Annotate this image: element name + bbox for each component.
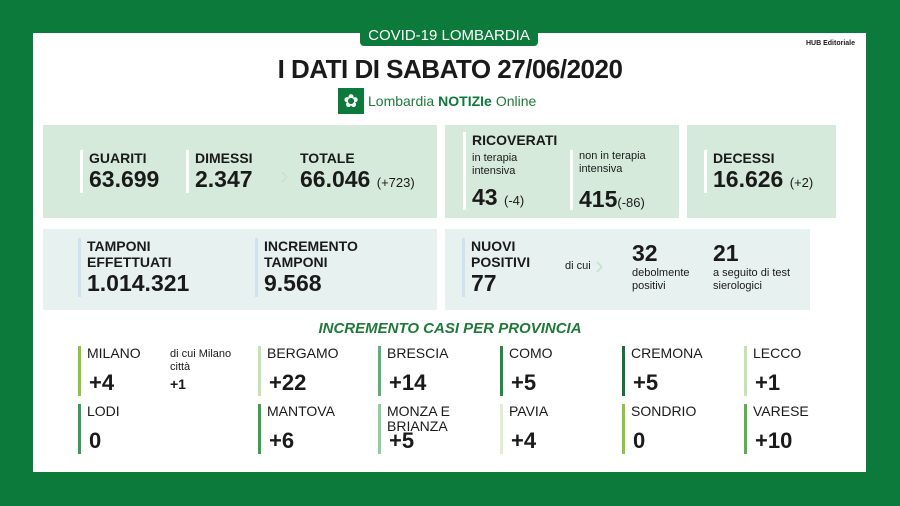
di-cui-label: di cui (565, 260, 591, 272)
province-name: PAVIA (509, 403, 549, 419)
milano-city-value: +1 (170, 376, 186, 392)
province-value: +6 (269, 428, 295, 453)
province-cremona: CREMONA +5 (622, 346, 726, 396)
logo-text-a: Lombardia (368, 93, 435, 109)
province-value: +10 (755, 428, 793, 453)
label: TAMPONI EFFETTUATI (87, 238, 172, 270)
label: RICOVERATI (472, 132, 558, 148)
label: DIMESSI (195, 150, 253, 166)
province-bergamo: BERGAMO +22 (258, 346, 362, 396)
province-name: BRESCIA (387, 345, 449, 361)
chevron-right-icon: › (280, 160, 289, 190)
label: DECESSI (713, 150, 775, 166)
tests-panel (43, 229, 437, 310)
province-value: +5 (511, 370, 537, 395)
value: 9.568 (264, 270, 322, 296)
value: 66.046 (300, 166, 371, 192)
logo-text-b: NOTIZIe (438, 93, 492, 109)
logo-text-c: Online (495, 93, 537, 109)
province-pavia: PAVIA +4 (500, 404, 604, 454)
province-lecco: LECCO +1 (744, 346, 848, 396)
value: 63.699 (89, 166, 160, 192)
delta: (+2) (789, 175, 814, 190)
province-value: 0 (89, 428, 102, 453)
value: 1.014.321 (87, 270, 190, 296)
province-name: LECCO (753, 345, 802, 361)
province-value: 0 (633, 428, 646, 453)
province-mantova: MANTOVA +6 (258, 404, 362, 454)
province-value: +4 (89, 370, 115, 395)
guariti-stat: GUARITI 63.699 (80, 150, 159, 193)
positives-panel (445, 229, 810, 310)
province-name: SONDRIO (631, 403, 697, 419)
chevron-right-icon: › (595, 250, 604, 280)
value: 21 (713, 240, 739, 266)
province-name: MILANO (87, 345, 141, 361)
province-title: INCREMENTO CASI PER PROVINCIA (318, 320, 582, 337)
nuovi-positivi-stat: NUOVI POSITIVI 77 (462, 238, 541, 297)
milano-city-label: di cui Milano città (170, 348, 232, 373)
province-lodi: LODI 0 (78, 404, 182, 454)
province-name: VARESE (753, 403, 809, 419)
debolmente-stat: 32 debolmente positivi (632, 240, 702, 293)
province-value: +22 (269, 370, 307, 395)
recovered-panel (43, 125, 437, 218)
label: NUOVI POSITIVI (471, 238, 531, 270)
label: GUARITI (89, 150, 147, 166)
value: 16.626 (713, 166, 784, 192)
delta: (+723) (376, 175, 415, 190)
value: 77 (471, 270, 497, 296)
logo: ✿ Lombardia NOTIZIe Online (338, 88, 536, 114)
label: INCREMENTO TAMPONI (264, 238, 358, 270)
province-name: MONZA E BRIANZA (387, 403, 451, 434)
province-name: COMO (509, 345, 553, 361)
province-name: BERGAMO (267, 345, 339, 361)
province-value: +1 (755, 370, 781, 395)
dimessi-stat: DIMESSI 2.347 (186, 150, 253, 193)
hospitalized-panel (445, 125, 679, 218)
incremento-stat: INCREMENTO TAMPONI 9.568 (255, 238, 384, 297)
totale-stat: TOTALE 66.046 (+723) (300, 150, 415, 193)
page-title: I DATI DI SABATO 27/06/2020 (277, 54, 623, 84)
label: TOTALE (300, 150, 355, 166)
ti-value: 43 (472, 184, 498, 210)
province-value: +4 (511, 428, 537, 453)
province-name: CREMONA (631, 345, 703, 361)
nti-label: non in terapia intensiva (579, 150, 646, 175)
province-value: +5 (633, 370, 659, 395)
value: 32 (632, 240, 658, 266)
non-ti-stat: non in terapia intensiva 415(-86) (570, 150, 664, 212)
province-sondrio: SONDRIO 0 (622, 404, 726, 454)
province-name: MANTOVA (267, 403, 335, 419)
province-value: +14 (389, 370, 427, 395)
lombardia-logo-icon: ✿ (338, 88, 364, 114)
province-varese: VARESE +10 (744, 404, 848, 454)
ricoverati-stat: RICOVERATI in terapia intensiva 43 (-4) (463, 132, 557, 210)
province-brescia: BRESCIA +14 (378, 346, 482, 396)
province-name: LODI (87, 403, 120, 419)
deaths-panel (687, 125, 836, 218)
value: 2.347 (195, 166, 253, 192)
ti-delta: (-4) (503, 193, 525, 208)
label: a seguito di test sierologici (713, 267, 791, 292)
decessi-stat: DECESSI 16.626 (+2) (704, 150, 813, 193)
tamponi-stat: TAMPONI EFFETTUATI 1.014.321 (78, 238, 189, 297)
label: debolmente positivi (632, 267, 690, 292)
province-como: COMO +5 (500, 346, 604, 396)
sierologici-stat: 21 a seguito di test sierologici (713, 240, 808, 293)
nti-delta: (-86) (617, 195, 645, 210)
header-tag: COVID-19 LOMBARDIA (360, 26, 538, 46)
province-value: +5 (389, 428, 415, 453)
ti-label: in terapia intensiva (472, 152, 518, 177)
province-monza-e-brianza: MONZA E BRIANZA +5 (378, 404, 482, 454)
province-milano: MILANO +4 (78, 346, 182, 396)
nti-value: 415 (579, 186, 618, 212)
hub-label: HUB Editoriale (806, 40, 856, 47)
